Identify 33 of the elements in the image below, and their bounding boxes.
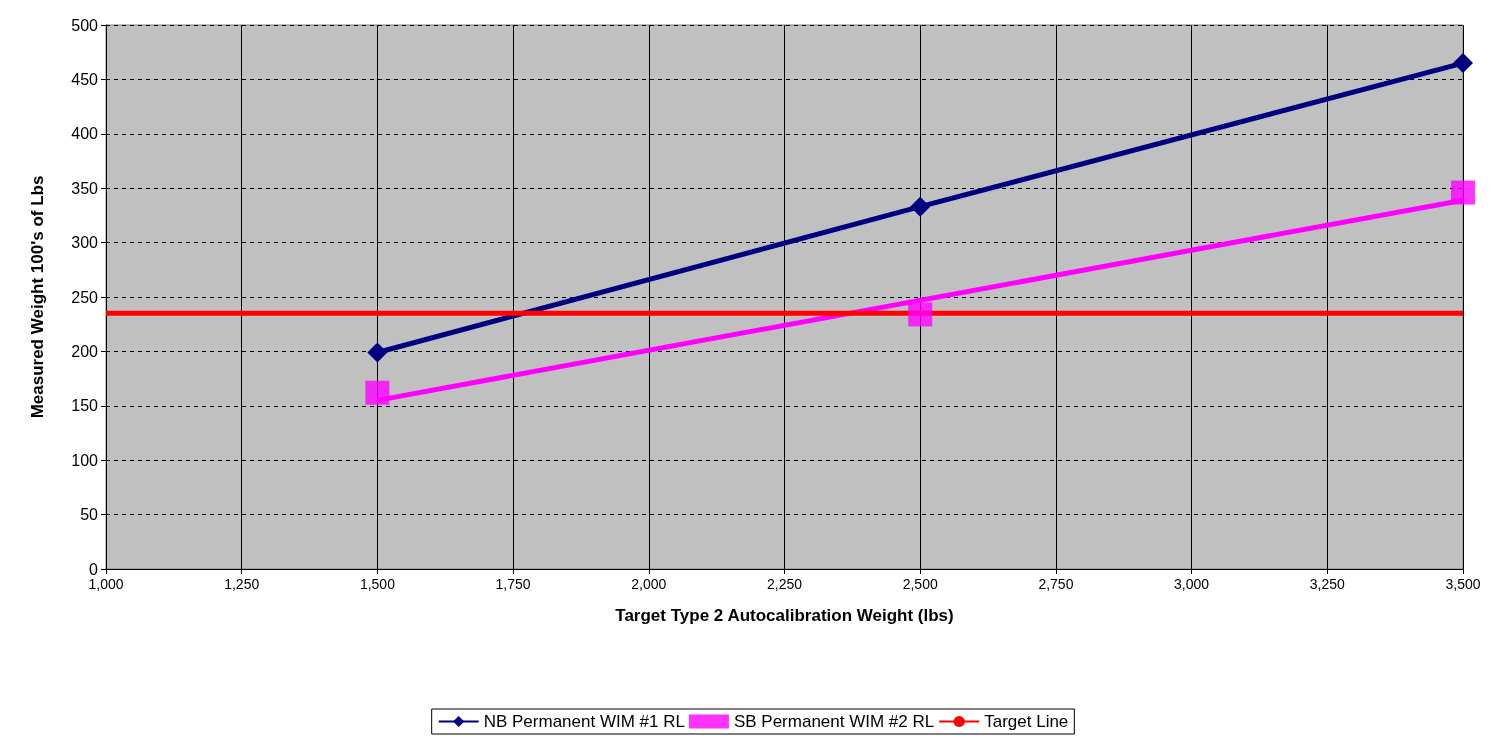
x-tick-label: 3,500 [1445, 576, 1481, 592]
y-tick-label: 150 [71, 397, 99, 415]
x-tick-label: 1,750 [495, 576, 531, 592]
x-tick-label: 3,000 [1174, 576, 1210, 592]
y-tick-label: 350 [71, 179, 99, 197]
y-tick-label: 200 [71, 342, 99, 360]
y-tick-label: 0 [89, 560, 99, 578]
y-tick-label: 300 [71, 234, 99, 252]
legend-label: Target Line [984, 712, 1069, 731]
x-tick-label: 2,250 [766, 576, 803, 592]
legend-label: NB Permanent WIM #1 RL [483, 712, 685, 731]
y-tick-label: 50 [80, 506, 99, 524]
y-tick-label: 100 [71, 451, 99, 469]
x-axis-title: Target Type 2 Autocalibration Weight (lbs) [615, 606, 954, 625]
y-tick-label: 450 [71, 70, 99, 88]
point [365, 380, 390, 405]
point [1453, 53, 1473, 74]
y-tick-label: 250 [71, 288, 99, 306]
x-tick-label: 1,000 [88, 576, 124, 592]
x-tick-label: 1,500 [359, 576, 396, 592]
x-tick-label: 1,250 [224, 576, 260, 592]
y-tick-label: 400 [71, 125, 99, 143]
y-axis-title: Measured Weight 100's of Lbs [28, 175, 47, 419]
x-tick-label: 2,000 [631, 576, 667, 592]
x-tick-label: 3,250 [1309, 576, 1346, 592]
point [367, 342, 388, 363]
point [910, 196, 931, 217]
x-tick-label: 2,750 [1038, 576, 1074, 592]
y-tick-label: 500 [71, 16, 99, 34]
x-tick-label: 2,500 [902, 576, 938, 592]
point [908, 302, 933, 327]
legend-label: SB Permanent WIM #2 RL [733, 712, 935, 731]
point [1451, 180, 1475, 205]
